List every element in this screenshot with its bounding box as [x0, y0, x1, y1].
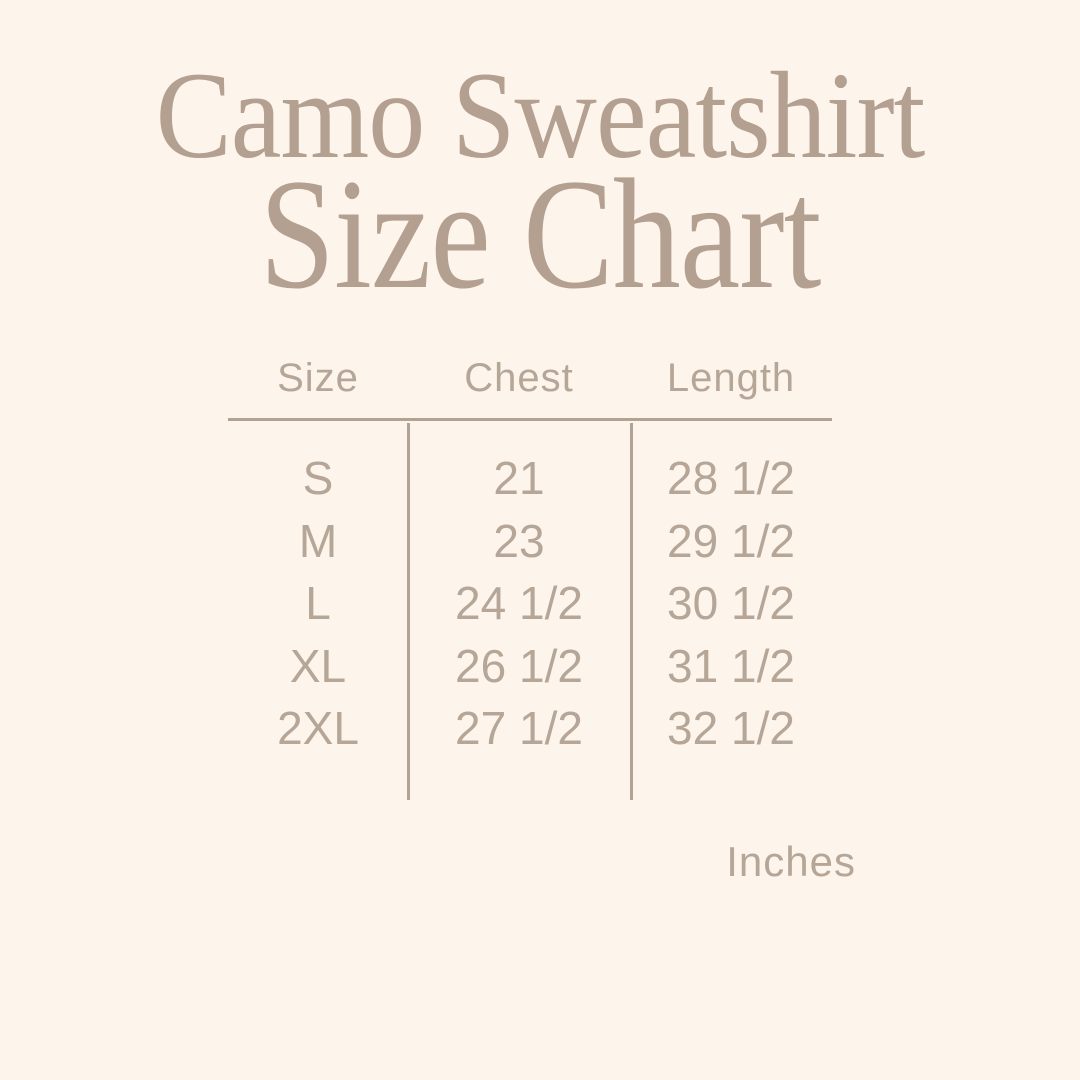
table-row: L 24 1/2 30 1/2 — [228, 572, 832, 635]
unit-label: Inches — [726, 838, 856, 885]
column-header-size: Size — [277, 356, 359, 400]
header-divider-line — [228, 418, 832, 421]
cell-chest: 26 1/2 — [455, 639, 583, 692]
table-row: 2XL 27 1/2 32 1/2 — [228, 697, 832, 760]
column-header-length: Length — [666, 356, 796, 400]
cell-chest: 21 — [493, 452, 545, 505]
table-row: XL 26 1/2 31 1/2 — [228, 635, 832, 698]
cell-size: L — [305, 577, 331, 630]
table-row: S 21 28 1/2 — [228, 447, 832, 510]
cell-size: S — [302, 452, 334, 505]
cell-length: 30 1/2 — [667, 577, 795, 630]
title-product-name: Camo Sweatshirt — [155, 47, 926, 184]
size-table-header-row: Size Chest Length — [228, 352, 832, 404]
cell-length: 32 1/2 — [667, 702, 795, 755]
cell-length: 28 1/2 — [667, 452, 795, 505]
column-divider-line-2 — [630, 423, 633, 800]
cell-chest: 23 — [493, 514, 545, 567]
table-row: M 23 29 1/2 — [228, 510, 832, 573]
cell-chest: 24 1/2 — [455, 577, 583, 630]
column-divider-line-1 — [407, 423, 410, 800]
cell-length: 29 1/2 — [667, 514, 795, 567]
size-table: Size Chest Length S 21 28 1/2 M 23 29 1/… — [228, 352, 832, 800]
size-table-body: S 21 28 1/2 M 23 29 1/2 L 24 1/2 30 1/2 … — [228, 421, 832, 800]
cell-size: 2XL — [277, 702, 359, 755]
cell-length: 31 1/2 — [667, 639, 795, 692]
title-chart-label: Size Chart — [259, 147, 821, 322]
column-header-chest: Chest — [464, 356, 574, 400]
page-title: Camo Sweatshirt Size Chart — [0, 0, 1080, 314]
cell-size: M — [298, 514, 338, 567]
cell-size: XL — [289, 639, 347, 692]
cell-chest: 27 1/2 — [455, 702, 583, 755]
